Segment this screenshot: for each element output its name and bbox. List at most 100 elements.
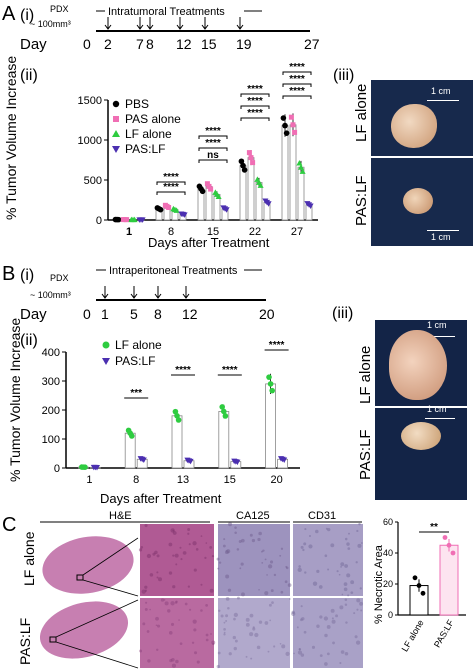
tissue-speck xyxy=(211,554,215,558)
tissue-speck xyxy=(324,554,328,558)
he-lf-zoom-box xyxy=(76,574,84,581)
panel-b-timeline-day: 0 xyxy=(83,306,91,322)
chart-a-point xyxy=(240,162,246,169)
chart-a-point xyxy=(208,186,214,192)
panel-a-scalebar-top xyxy=(427,100,459,101)
chart-b-bar xyxy=(218,411,230,469)
tissue-speck xyxy=(270,589,274,592)
tissue-speck xyxy=(357,543,362,548)
panel-b-photo-panel: 1 cm 1 cm xyxy=(375,320,467,500)
chart-c-y-tick-label: 0 xyxy=(388,610,393,620)
tissue-speck xyxy=(155,624,158,627)
tissue-speck xyxy=(216,664,220,669)
panel-b-iii-label: (iii) xyxy=(332,305,353,322)
chart-b-point xyxy=(219,404,225,410)
tissue-speck xyxy=(156,571,159,574)
tissue-speck xyxy=(326,652,330,656)
chart-b-x-tick-label: 8 xyxy=(133,474,139,486)
tissue-speck xyxy=(285,565,288,568)
panel-a-scale-top: 1 cm xyxy=(431,86,451,96)
tissue-speck xyxy=(168,571,173,575)
chart-a-sig-bracket xyxy=(282,83,312,87)
panel-a-timeline-arrow xyxy=(236,17,244,30)
tissue-speck xyxy=(172,554,175,557)
panel-b-xlabel: Days after Treatment xyxy=(100,491,222,506)
chart-a-sig-bracket xyxy=(156,191,186,195)
panel-b-ylabel: % Tumor Volume Increase xyxy=(7,318,23,482)
chart-a-sig-bracket xyxy=(282,71,312,75)
panel-a-photo-label-pas: PAS:LF xyxy=(353,175,370,226)
tissue-speck xyxy=(233,646,237,651)
chart-a-point xyxy=(265,201,272,207)
chart-b-x-tick-label: 1 xyxy=(86,474,92,486)
panel-b-timeline-arrow xyxy=(130,286,138,299)
chart-b-bar xyxy=(265,383,277,469)
tissue-speck xyxy=(319,615,323,619)
he-lf-zoom-line-1 xyxy=(82,537,139,576)
tissue-speck xyxy=(217,567,220,570)
tissue-speck xyxy=(284,580,288,584)
tissue-speck xyxy=(225,574,230,579)
chart-b-y-tick-label: 200 xyxy=(42,405,60,417)
chart-b-x-tick-label: 20 xyxy=(270,474,282,486)
panel-c-letter: C xyxy=(2,514,16,536)
tissue-speck xyxy=(257,537,261,542)
tissue-speck xyxy=(218,561,222,564)
tissue-speck xyxy=(152,552,156,556)
tissue-speck xyxy=(174,553,179,558)
tissue-speck xyxy=(261,550,263,553)
chart-a-point xyxy=(173,207,180,213)
tissue-speck xyxy=(139,649,143,653)
panel-c-header-ca125: CA125 xyxy=(236,510,270,522)
chart-a-point xyxy=(283,130,290,136)
tissue-speck xyxy=(273,573,277,577)
tissue-speck xyxy=(339,605,344,610)
tissue-speck xyxy=(308,534,311,537)
tissue-speck xyxy=(225,620,228,622)
tissue-speck xyxy=(293,652,295,655)
cd31-pas xyxy=(293,598,363,668)
tissue-speck xyxy=(269,619,272,622)
tissue-speck xyxy=(245,622,250,627)
tissue-speck xyxy=(205,542,208,544)
panel-b-day-label: Day xyxy=(20,306,47,323)
panel-a-timeline-arrow xyxy=(146,17,154,30)
tissue-speck xyxy=(354,635,358,639)
chart-a-point xyxy=(204,181,210,187)
tissue-speck xyxy=(163,599,166,601)
panel-a-tumor-pas xyxy=(403,188,433,214)
tissue-speck xyxy=(170,622,175,626)
tissue-speck xyxy=(232,635,236,640)
tissue-speck xyxy=(331,619,336,624)
panel-b-timeline-day: 20 xyxy=(259,306,275,322)
tissue-speck xyxy=(156,576,159,579)
tissue-speck xyxy=(302,548,305,552)
panel-a-photo-panel: 1 cm 1 cm xyxy=(371,80,473,246)
chart-a-sig-label: **** xyxy=(247,84,263,95)
tissue-speck xyxy=(340,565,342,568)
tissue-speck xyxy=(249,533,253,537)
tissue-speck xyxy=(224,550,229,555)
chart-a-legend-label: PAS alone xyxy=(125,112,181,126)
chart-c-point xyxy=(446,542,452,548)
tissue-speck xyxy=(312,581,318,586)
tissue-speck xyxy=(156,554,160,558)
he-pas-zoom-line-2 xyxy=(55,641,139,669)
tissue-speck xyxy=(194,651,198,655)
chart-a-sig-label: **** xyxy=(289,74,305,85)
panel-a-i-label: (i) xyxy=(20,7,34,24)
panel-b-scalebar-bottom xyxy=(425,418,455,419)
chart-b-point xyxy=(269,387,276,394)
tissue-speck xyxy=(233,617,236,621)
tissue-speck xyxy=(226,549,231,554)
chart-a-point xyxy=(282,122,288,129)
tissue-speck xyxy=(172,531,177,535)
he-lf-zoom-line-2 xyxy=(82,579,139,597)
chart-b-point xyxy=(234,459,241,466)
tissue-speck xyxy=(241,592,245,597)
tissue-speck xyxy=(171,657,175,662)
chart-a-point xyxy=(157,206,164,213)
chart-a-sig-label: **** xyxy=(205,138,221,149)
chart-a-point xyxy=(115,216,122,223)
tissue-speck xyxy=(347,594,350,597)
